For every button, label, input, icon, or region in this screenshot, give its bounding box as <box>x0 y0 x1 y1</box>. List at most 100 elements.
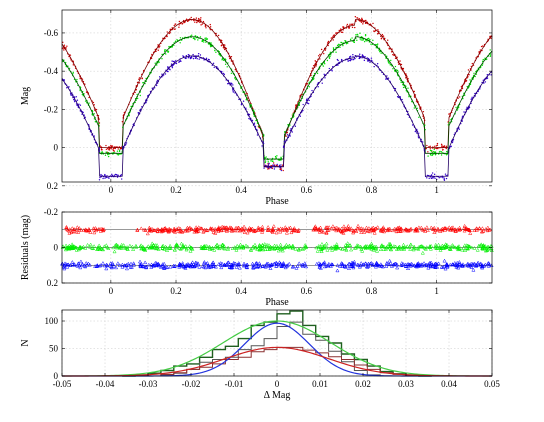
lc-point <box>324 49 327 51</box>
lc-point <box>486 74 489 76</box>
res-point <box>326 228 331 232</box>
lc-ytick-label: 0.2 <box>47 181 58 191</box>
lc-point <box>355 34 357 36</box>
lc-point <box>315 65 317 67</box>
res-point <box>215 242 220 247</box>
res-point <box>443 227 448 232</box>
res-point <box>274 264 279 268</box>
res-point <box>92 230 97 235</box>
res-point <box>469 261 474 266</box>
res-point <box>165 227 170 232</box>
res-point <box>189 227 194 231</box>
lc-point <box>392 68 394 70</box>
lc-point <box>110 144 112 147</box>
res-point <box>312 225 317 230</box>
lc-point <box>264 161 267 164</box>
res-point <box>373 264 378 269</box>
lc-point <box>125 143 127 146</box>
lc-point <box>76 99 79 101</box>
lc-point <box>330 54 332 56</box>
lc-point <box>76 78 78 81</box>
res-point <box>445 263 450 268</box>
lc-point <box>388 47 390 50</box>
res-point <box>224 225 229 229</box>
lc-point <box>72 64 75 66</box>
lc-point <box>167 70 169 73</box>
res-point <box>130 244 135 249</box>
lc-point <box>405 77 407 79</box>
res-point <box>154 246 159 250</box>
lc-point <box>320 48 323 51</box>
lc-point <box>342 26 344 28</box>
res-point <box>356 223 361 228</box>
lc-point <box>68 86 70 88</box>
res-point <box>135 227 140 232</box>
lc-point <box>355 56 358 58</box>
res-point <box>65 264 70 269</box>
res-point <box>203 265 208 270</box>
lc-point <box>333 34 335 36</box>
res-point <box>252 229 257 234</box>
res-point <box>342 227 347 232</box>
lc-point <box>264 156 266 159</box>
lc-point <box>348 59 350 62</box>
lc-point <box>200 17 202 19</box>
res-point <box>435 227 440 231</box>
lc-xtick-label: 0.4 <box>236 185 248 195</box>
res-point <box>190 260 195 264</box>
res-point <box>323 225 329 229</box>
res-point <box>78 259 83 264</box>
res-point <box>104 243 109 247</box>
lc-point <box>372 39 374 42</box>
res-point <box>138 259 143 264</box>
res-point <box>179 241 184 246</box>
lc-point <box>194 21 196 23</box>
res-point <box>83 264 88 269</box>
res-point <box>404 227 409 232</box>
res-point <box>260 230 265 234</box>
lc-point <box>222 47 225 49</box>
res-point <box>330 262 335 267</box>
res-point <box>229 265 235 270</box>
lc-point <box>197 17 200 20</box>
res-point <box>77 263 82 268</box>
lc-point <box>326 59 329 62</box>
res-point <box>418 244 423 249</box>
lc-point <box>363 40 366 43</box>
res-point <box>472 245 477 250</box>
lc-point <box>397 71 399 73</box>
res-point <box>462 228 467 233</box>
res-point <box>313 227 318 232</box>
res-point <box>302 246 307 250</box>
res-point <box>427 244 432 249</box>
res-point <box>227 262 232 266</box>
res-point <box>421 228 426 232</box>
res-point <box>75 263 80 268</box>
lc-point <box>270 167 273 169</box>
res-point <box>147 245 152 250</box>
lc-point <box>332 39 334 41</box>
res-point <box>201 246 206 251</box>
res-point <box>408 247 413 251</box>
lc-point <box>280 159 282 161</box>
lc-point <box>429 149 432 152</box>
res-ytick-label: -0.2 <box>44 207 58 217</box>
lc-point <box>294 105 297 107</box>
lc-point <box>116 176 119 178</box>
lc-point <box>223 73 226 76</box>
res-point <box>340 262 345 267</box>
lc-point <box>342 44 344 47</box>
res-point <box>290 244 295 248</box>
lc-point <box>117 148 119 150</box>
lc-point <box>138 78 140 80</box>
res-point <box>251 265 256 269</box>
hist-fit-2 <box>61 346 493 377</box>
lc-point <box>286 131 288 134</box>
res-point <box>445 265 450 269</box>
res-point <box>235 243 240 248</box>
lc-point <box>311 89 313 92</box>
lc-ytick-label: -0.2 <box>44 104 58 114</box>
res-point <box>476 243 481 248</box>
res-point <box>370 226 375 230</box>
lc-point <box>267 167 270 169</box>
